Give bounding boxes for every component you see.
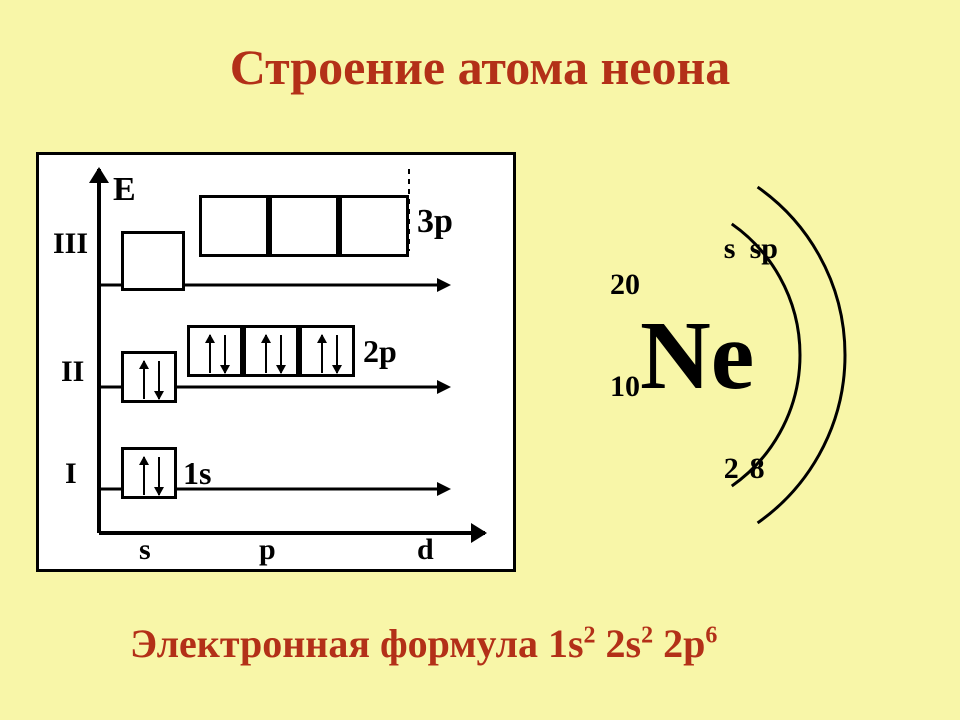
slide-root: Строение атома неона EspdI1sII2pIII3p Ne… — [0, 0, 960, 720]
formula-term: 2p6 — [663, 621, 717, 666]
element-symbol: Ne — [640, 300, 754, 412]
shell-sublevel-label: s — [724, 232, 736, 266]
formula-prefix: Электронная формула — [130, 621, 548, 666]
shell-electron-count: 2 — [724, 452, 739, 486]
electron-configuration-formula: Электронная формула 1s2 2s2 2p6 — [130, 620, 717, 667]
shell-sublevel-label: sp — [750, 232, 778, 266]
mass-number: 20 — [610, 268, 640, 302]
formula-term: 2s2 — [606, 621, 664, 666]
electron-shell-labels: Ne20 10 s 2 sp 8 — [0, 0, 960, 720]
atomic-number: 10 — [610, 370, 640, 404]
shell-electron-count: 8 — [750, 452, 765, 486]
formula-term: 1s2 — [548, 621, 606, 666]
